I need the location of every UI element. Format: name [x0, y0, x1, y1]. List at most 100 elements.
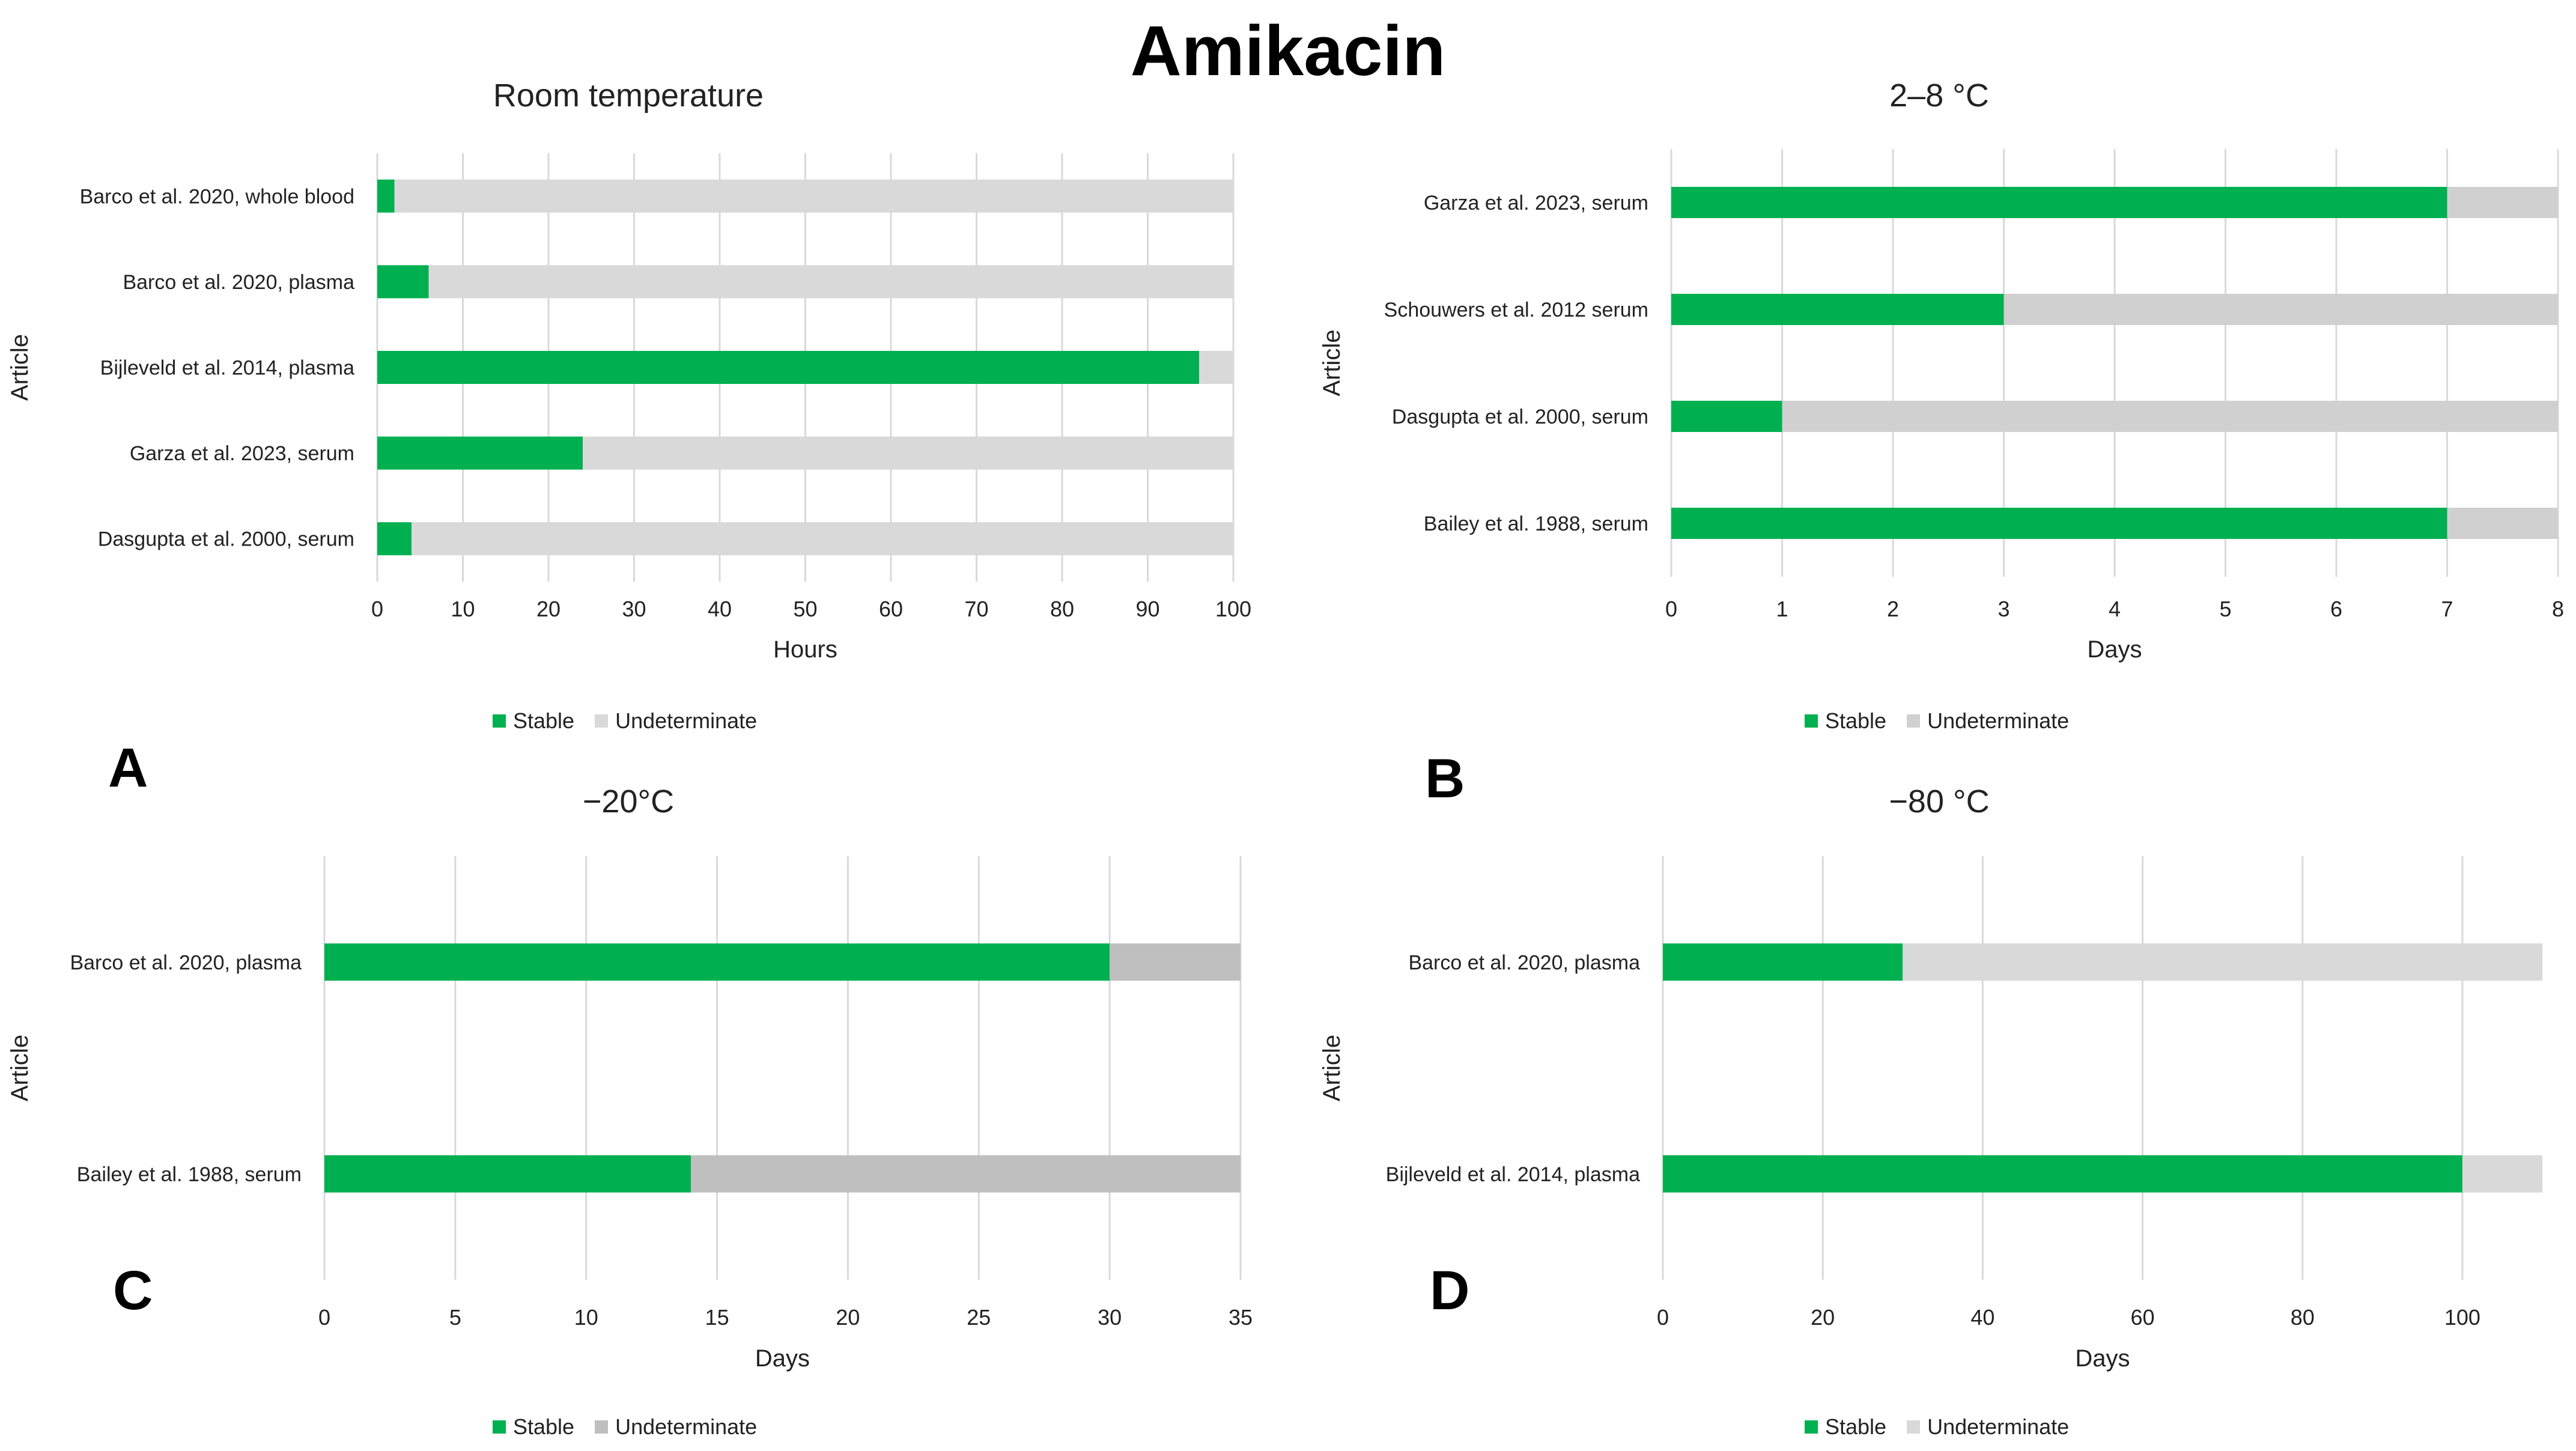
x-tick-label-a: 50 — [793, 597, 817, 621]
bar-undeterminate-b — [2447, 187, 2558, 218]
legend-swatch-stable — [493, 714, 506, 728]
x-tick-label-d: 20 — [1811, 1305, 1835, 1330]
y-category-label-b: Bailey et al. 1988, serum — [1424, 513, 1648, 535]
y-category-label-a: Garza et al. 2023, serum — [130, 442, 354, 465]
x-tick-label-c: 35 — [1229, 1305, 1253, 1330]
x-tick-label-a: 60 — [879, 597, 903, 621]
bar-stable-a — [377, 351, 1199, 384]
legend-label-undeterminate: Undeterminate — [1927, 708, 2070, 733]
main-title: Amikacin — [1130, 11, 1446, 91]
bar-undeterminate-c — [1110, 943, 1241, 981]
legend-swatch-stable — [493, 1420, 506, 1434]
bar-stable-c — [324, 1155, 691, 1193]
bar-undeterminate-b — [1782, 401, 2558, 432]
x-tick-label-c: 5 — [449, 1305, 461, 1330]
legend-swatch-undeterminate — [1907, 714, 1921, 728]
x-tick-label-a: 30 — [622, 597, 646, 621]
legend-c: Stable Undeterminate — [493, 1409, 777, 1445]
y-category-label-c: Bailey et al. 1988, serum — [77, 1163, 302, 1186]
x-tick-label-c: 15 — [705, 1305, 729, 1330]
y-category-label-d: Barco et al. 2020, plasma — [1408, 951, 1640, 974]
x-tick-label-c: 10 — [574, 1305, 598, 1330]
panel-title-c: −20°C — [583, 783, 674, 820]
y-axis-label-c: Article — [7, 1035, 33, 1101]
x-axis-label-c: Days — [755, 1345, 810, 1372]
x-tick-label-c: 25 — [967, 1305, 991, 1330]
x-tick-label-d: 60 — [2131, 1305, 2155, 1330]
x-tick-label-d: 0 — [1657, 1305, 1669, 1330]
y-category-label-a: Bijleveld et al. 2014, plasma — [100, 357, 354, 380]
x-tick-label-a: 20 — [536, 597, 560, 621]
bar-undeterminate-b — [2003, 294, 2558, 325]
panel-title-d: −80 °C — [1889, 783, 1989, 820]
bar-stable-a — [377, 436, 583, 470]
bar-undeterminate-a — [412, 522, 1233, 556]
x-tick-label-b: 5 — [2219, 597, 2231, 621]
bar-stable-d — [1663, 1155, 2462, 1193]
y-axis-label-a: Article — [7, 334, 33, 401]
x-tick-label-c: 30 — [1098, 1305, 1122, 1330]
legend-label-stable: Stable — [513, 708, 575, 733]
y-category-label-a: Dasgupta et al. 2000, serum — [98, 528, 354, 551]
y-category-label-b: Garza et al. 2023, serum — [1424, 192, 1648, 214]
x-tick-label-a: 80 — [1050, 597, 1074, 621]
legend-label-undeterminate: Undeterminate — [1927, 1414, 2070, 1439]
bar-undeterminate-a — [394, 179, 1233, 213]
panel-title-a: Room temperature — [493, 78, 764, 114]
bar-stable-b — [1671, 401, 1782, 432]
x-axis-label-d: Days — [2075, 1345, 2130, 1372]
y-category-label-c: Barco et al. 2020, plasma — [70, 951, 302, 974]
bar-stable-a — [377, 522, 412, 556]
x-tick-label-a: 0 — [371, 597, 383, 621]
legend-label-undeterminate: Undeterminate — [615, 1414, 758, 1439]
legend-swatch-undeterminate — [1907, 1420, 1921, 1434]
y-category-label-d: Bijleveld et al. 2014, plasma — [1386, 1163, 1640, 1186]
x-axis-label-a: Hours — [773, 636, 837, 663]
bar-undeterminate-a — [1199, 351, 1233, 384]
legend-swatch-stable — [1805, 1420, 1818, 1434]
x-tick-label-b: 7 — [2441, 597, 2453, 621]
legend-a: Stable Undeterminate — [493, 703, 777, 739]
x-tick-label-b: 8 — [2552, 597, 2564, 621]
legend-label-stable: Stable — [513, 1414, 575, 1439]
bar-undeterminate-c — [691, 1155, 1241, 1193]
x-tick-label-d: 80 — [2291, 1305, 2315, 1330]
panel-letter-b: B — [1425, 748, 1465, 809]
legend-swatch-undeterminate — [595, 1420, 609, 1434]
x-tick-label-a: 10 — [451, 597, 475, 621]
bar-stable-d — [1663, 943, 1903, 981]
bar-undeterminate-a — [428, 265, 1233, 299]
x-tick-label-d: 40 — [1970, 1305, 1994, 1330]
bar-stable-b — [1671, 294, 2004, 325]
x-tick-label-b: 2 — [1887, 597, 1899, 621]
legend-swatch-undeterminate — [595, 714, 609, 728]
x-tick-label-a: 90 — [1135, 597, 1159, 621]
panel-title-b: 2–8 °C — [1889, 78, 1989, 114]
x-tick-label-b: 1 — [1776, 597, 1788, 621]
bar-undeterminate-a — [583, 436, 1233, 470]
panel-letter-c: C — [113, 1260, 153, 1321]
x-tick-label-b: 6 — [2330, 597, 2342, 621]
bar-stable-b — [1671, 187, 2447, 218]
panel-letter-a: A — [108, 737, 148, 799]
x-tick-label-b: 3 — [1997, 597, 2009, 621]
legend-d: Stable Undeterminate — [1805, 1409, 2089, 1445]
x-tick-label-d: 100 — [2444, 1305, 2480, 1330]
y-category-label-a: Barco et al. 2020, plasma — [123, 271, 354, 294]
bar-undeterminate-b — [2447, 508, 2558, 539]
x-tick-label-c: 0 — [318, 1305, 330, 1330]
x-tick-label-a: 40 — [708, 597, 732, 621]
bar-stable-c — [324, 943, 1110, 981]
bar-undeterminate-d — [1903, 943, 2542, 981]
x-tick-label-b: 4 — [2109, 597, 2121, 621]
y-axis-label-b: Article — [1319, 329, 1345, 396]
bar-undeterminate-d — [2462, 1155, 2542, 1193]
x-tick-label-a: 70 — [964, 597, 988, 621]
legend-label-stable: Stable — [1825, 1414, 1887, 1439]
y-axis-label-d: Article — [1319, 1035, 1345, 1101]
legend-label-undeterminate: Undeterminate — [615, 708, 758, 733]
legend-label-stable: Stable — [1825, 708, 1887, 733]
x-axis-label-b: Days — [2087, 636, 2142, 663]
bar-stable-b — [1671, 508, 2447, 539]
